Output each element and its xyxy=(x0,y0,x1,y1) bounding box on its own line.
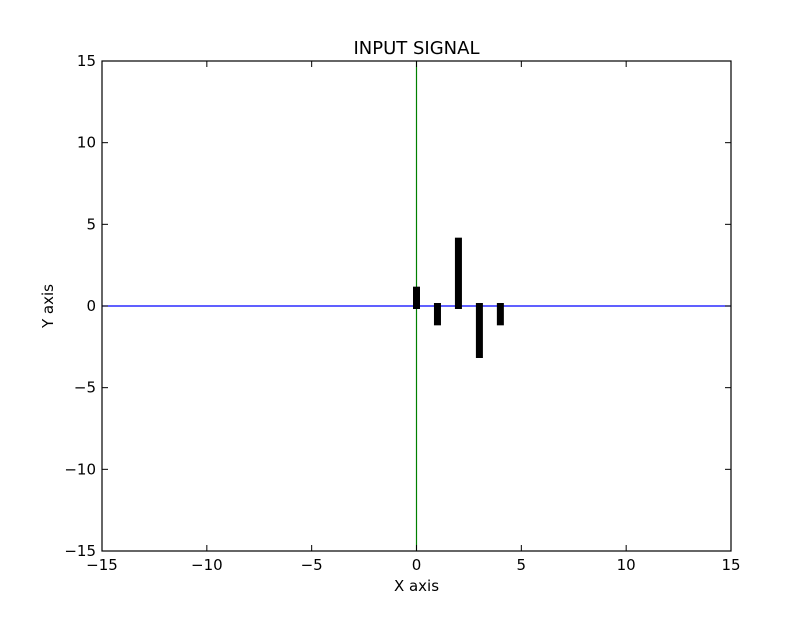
plot-area: −15 −10 −5 0 5 10 15 −15 −10 −5 0 5 10 15 xyxy=(64,52,740,574)
bar-3 xyxy=(475,303,483,358)
x-tick-label: 10 xyxy=(617,556,636,574)
bar-4 xyxy=(496,303,504,326)
x-tick-label: −15 xyxy=(86,556,118,574)
x-tick-label: 5 xyxy=(517,556,527,574)
bar-1 xyxy=(433,303,441,326)
y-axis-label: Y axis xyxy=(39,284,57,329)
y-tick-label: 5 xyxy=(86,215,96,233)
y-tick-label: 10 xyxy=(77,134,96,152)
bar-0 xyxy=(413,286,420,309)
x-tick-label: 15 xyxy=(721,556,740,574)
x-tick-label: −5 xyxy=(301,556,323,574)
y-tick-label: 15 xyxy=(77,52,96,70)
y-tick-label: −10 xyxy=(64,460,96,478)
chart-title: INPUT SIGNAL xyxy=(353,38,479,59)
x-tick-label: −10 xyxy=(191,556,223,574)
y-tick-label: −15 xyxy=(64,542,96,560)
x-axis-label: X axis xyxy=(394,577,439,595)
y-tick-label: 0 xyxy=(86,297,96,315)
y-tick-label: −5 xyxy=(74,379,96,397)
bar-2 xyxy=(454,237,462,309)
x-tick-label: 0 xyxy=(412,556,422,574)
